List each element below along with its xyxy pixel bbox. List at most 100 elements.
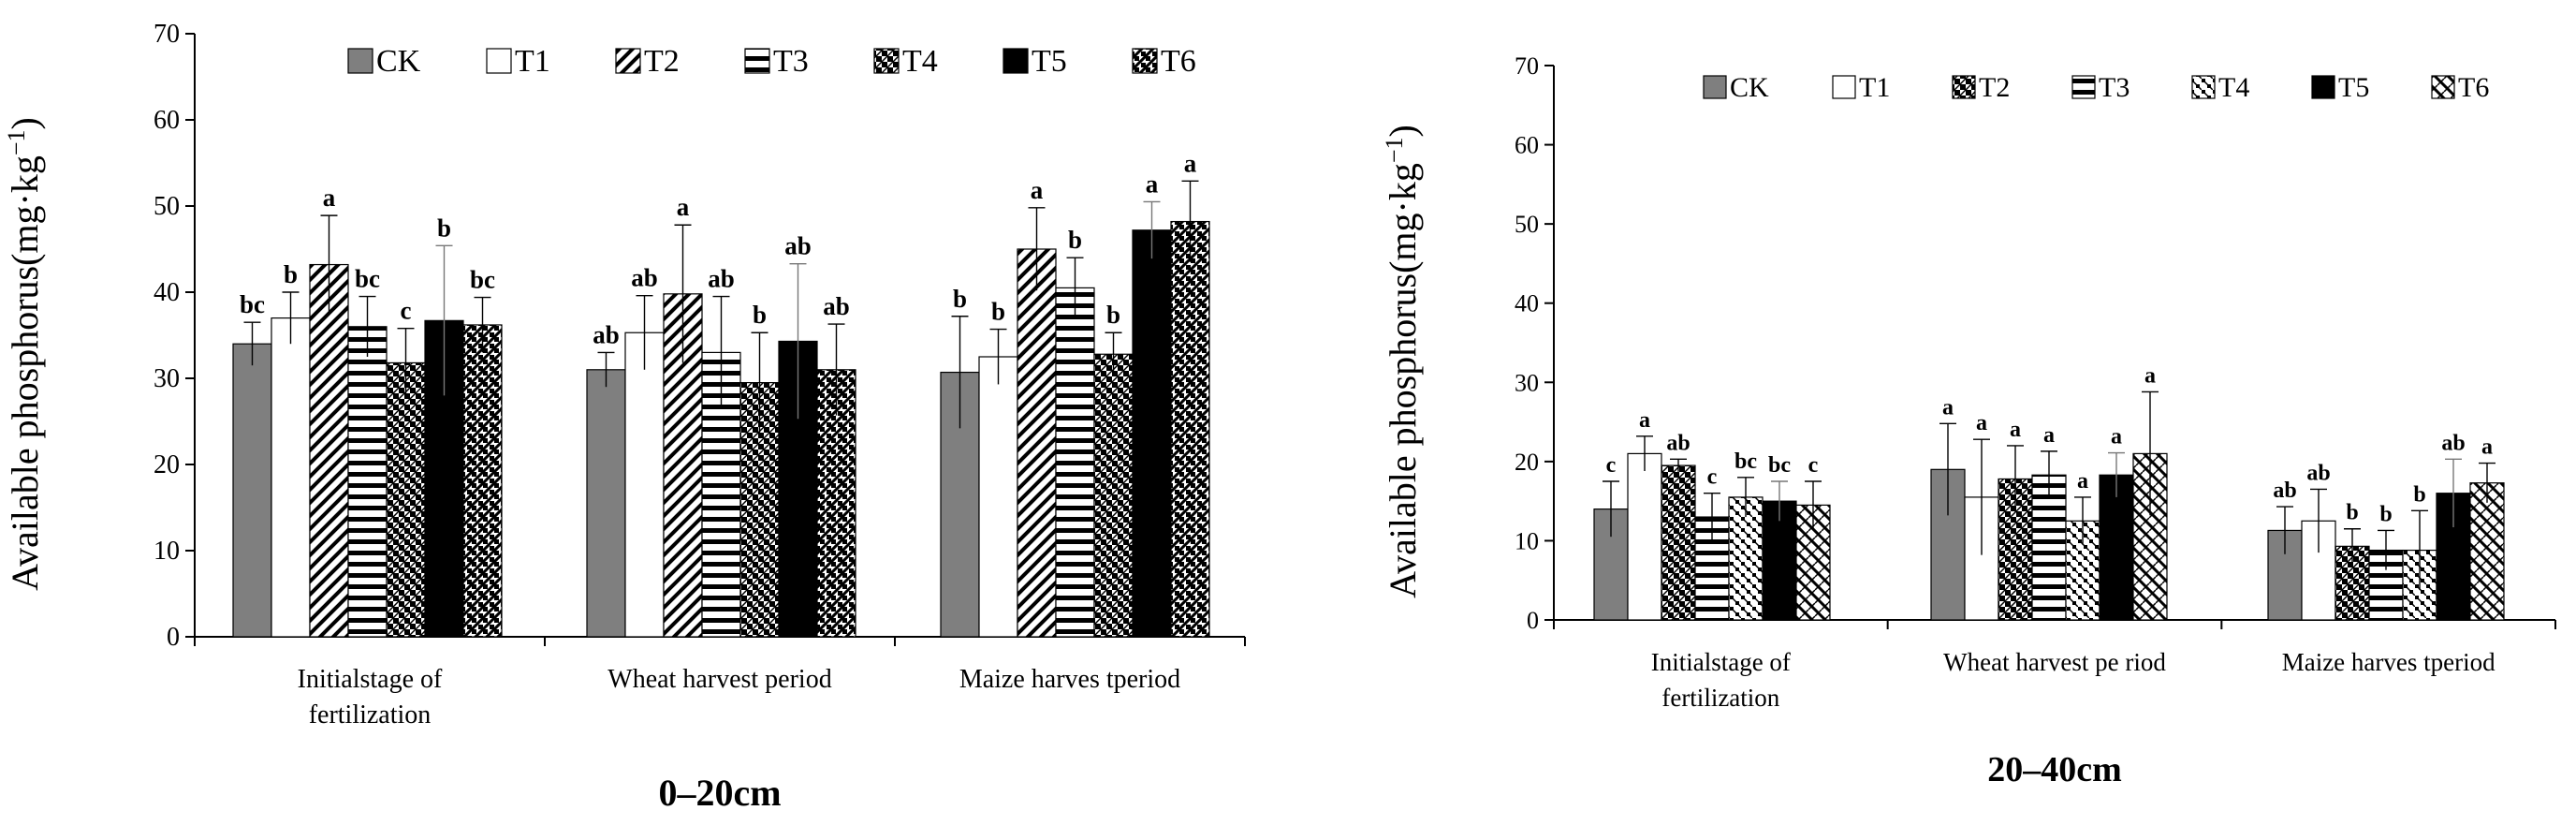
bar-CK-group-1	[232, 343, 272, 638]
bar-T6-group-1	[462, 324, 503, 638]
y-tick-label: 0	[167, 623, 180, 652]
x-category-label: Maize harves tperiod	[2282, 648, 2496, 676]
chart-panel-2: 0 10 20 30 40 50 60 70 Available phosphorus(mg·k…	[1381, 52, 2556, 789]
y-axis-label: Available phosphorus(mg·kg−1)	[3, 117, 47, 591]
significance-letter: ab	[2273, 479, 2296, 503]
significance-letter: b	[284, 260, 298, 288]
significance-letter: a	[1976, 411, 1987, 435]
bar-T4-group-3	[1093, 353, 1134, 638]
legend-swatch-T1	[1832, 75, 1856, 99]
significance-letter: b	[2379, 502, 2392, 526]
x-category-label: fertilization	[1661, 684, 1779, 712]
significance-letter: ab	[784, 232, 812, 260]
significance-letter: ab	[1666, 431, 1690, 455]
legend-label-CK: CK	[376, 44, 421, 79]
legend-swatch-T5	[1003, 48, 1029, 74]
significance-letter: a	[1184, 149, 1197, 177]
y-tick-label: 60	[1515, 132, 1539, 159]
x-category-label: Wheat harvest pe riod	[1943, 648, 2166, 676]
significance-letter: a	[1146, 169, 1159, 198]
significance-letter: c	[401, 297, 412, 325]
significance-letter: bc	[470, 266, 495, 294]
y-tick-label: 30	[154, 364, 180, 393]
x-category-label: fertilization	[309, 700, 432, 729]
significance-letter: b	[991, 298, 1005, 326]
chart-panel-1: 0 10 20 30 40 50 60 70 Available phosphorus(mg·k…	[3, 20, 1246, 814]
bar-T1-group-3	[978, 356, 1018, 638]
chart-title: 20–40cm	[1987, 750, 2122, 789]
significance-letter: c	[1606, 453, 1617, 478]
bar-T3-group-1	[347, 326, 388, 638]
legend-swatch-T1	[486, 48, 512, 74]
y-tick-label: 70	[154, 20, 180, 49]
significance-letter: bc	[355, 265, 380, 293]
bar-T2-group-1	[1661, 464, 1696, 621]
legend-swatch-T2	[1952, 75, 1976, 99]
significance-letter: bc	[1734, 449, 1757, 474]
y-tick-label: 70	[1515, 52, 1539, 80]
bar-T5-group-3	[1132, 229, 1172, 638]
legend-swatch-T2	[615, 48, 641, 74]
significance-letter: a	[2481, 435, 2493, 460]
significance-letter: bc	[240, 290, 265, 318]
y-tick-label: 50	[154, 192, 180, 221]
y-tick-label: 0	[1527, 607, 1539, 634]
significance-letter: a	[2043, 423, 2055, 448]
bar-T3-group-3	[1055, 287, 1095, 638]
significance-letter: b	[1106, 301, 1120, 329]
y-axis-label: Available phosphorus(mg·kg−1)	[1381, 125, 1425, 598]
significance-letter: a	[2010, 418, 2021, 442]
significance-letter: b	[2346, 501, 2358, 525]
bar-T6-group-3	[2469, 482, 2505, 621]
legend-label-T6: T6	[2458, 72, 2489, 103]
significance-letter: a	[2111, 425, 2122, 449]
y-tick-label: 50	[1515, 211, 1539, 238]
legend-swatch-T6	[2431, 75, 2455, 99]
legend-label-T6: T6	[1161, 44, 1196, 79]
y-tick-label: 10	[1515, 527, 1539, 554]
y-tick-label: 10	[154, 537, 180, 566]
bar-T1-group-1	[1627, 452, 1662, 621]
bar-T2-group-3	[1017, 248, 1057, 638]
legend-swatch-T3	[744, 48, 770, 74]
legend-label-T1: T1	[1859, 72, 1890, 103]
bar-T6-group-3	[1170, 220, 1210, 638]
x-category-label: Initialstage of	[1651, 648, 1791, 676]
significance-letter: a	[1942, 395, 1954, 420]
legend-swatch-T4	[2191, 75, 2216, 99]
bar-T1-group-1	[271, 317, 311, 638]
legend-label-T2: T2	[1979, 72, 2010, 103]
y-tick-label: 20	[154, 450, 180, 479]
legend-swatch-T4	[873, 48, 900, 74]
significance-letter: b	[2413, 482, 2425, 507]
bar-T1-group-2	[624, 332, 665, 638]
significance-letter: b	[1068, 226, 1082, 254]
y-tick-label: 30	[1515, 369, 1539, 396]
significance-letter: a	[677, 193, 690, 221]
legend-swatch-T5	[2311, 75, 2335, 99]
x-category-label: Initialstage of	[298, 665, 443, 694]
significance-letter: ab	[708, 265, 735, 293]
bar-T4-group-1	[386, 361, 426, 638]
legend-label-T2: T2	[644, 44, 680, 79]
significance-letter: b	[953, 285, 967, 313]
significance-letter: a	[2144, 363, 2156, 388]
y-tick-label: 40	[154, 278, 180, 307]
y-tick-label: 20	[1515, 449, 1539, 476]
legend-label-T3: T3	[773, 44, 809, 79]
significance-letter: a	[2077, 469, 2088, 494]
x-category-label: Wheat harvest period	[607, 665, 831, 694]
significance-letter: ab	[2306, 461, 2330, 485]
significance-letter: ab	[2441, 431, 2465, 455]
x-category-label: Maize harves tperiod	[959, 665, 1180, 694]
significance-letter: a	[1031, 176, 1044, 204]
legend-label-T4: T4	[902, 44, 938, 79]
legend-swatch-T6	[1132, 48, 1158, 74]
significance-letter: b	[437, 214, 451, 242]
legend-label-T5: T5	[2338, 72, 2369, 103]
legend-swatch-T3	[2071, 75, 2096, 99]
y-tick-label: 40	[1515, 290, 1539, 317]
significance-letter: ab	[593, 320, 620, 348]
